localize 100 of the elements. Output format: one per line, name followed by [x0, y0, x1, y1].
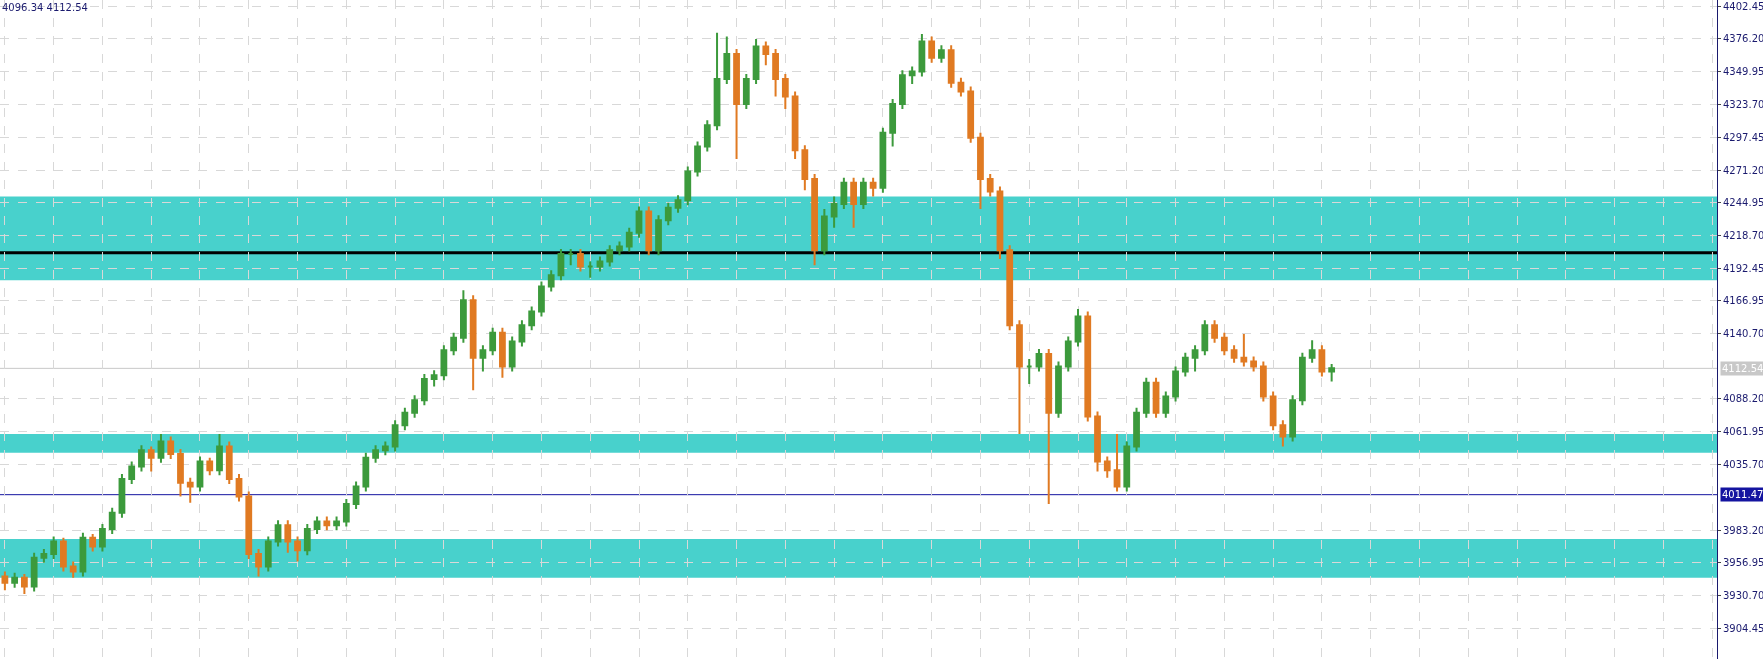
candlestick	[11, 571, 19, 589]
y-tick-label: 4349.95	[1723, 66, 1763, 78]
candlestick	[908, 65, 916, 86]
y-tick-label: 4088.20	[1723, 393, 1763, 405]
candlestick	[928, 35, 936, 64]
candlestick	[1035, 348, 1043, 373]
y-tick-label: 4244.95	[1723, 197, 1763, 209]
candlestick	[820, 208, 828, 257]
candlestick	[869, 176, 877, 198]
candlestick	[742, 73, 750, 111]
candlestick	[596, 255, 604, 273]
candlestick	[118, 473, 126, 519]
y-tick-label: 4376.20	[1723, 33, 1763, 45]
candlestick	[79, 531, 87, 578]
candlestick	[323, 515, 331, 532]
candlestick	[1172, 365, 1179, 403]
candlestick	[440, 344, 448, 382]
candlestick	[177, 448, 184, 498]
candlestick	[752, 38, 760, 86]
candlestick	[294, 535, 301, 563]
candlestick	[40, 548, 48, 564]
candlestick	[1250, 355, 1257, 373]
candlestick	[1084, 310, 1092, 423]
candlestick	[811, 173, 818, 267]
candlestick	[859, 176, 867, 211]
candlestick	[538, 280, 545, 318]
y-tick-label: 3956.95	[1723, 557, 1763, 569]
candlestick	[274, 519, 282, 548]
candlestick	[918, 33, 926, 78]
candlestick	[733, 48, 740, 161]
candlestick	[460, 289, 467, 344]
candlestick	[60, 536, 67, 573]
candlestick	[1133, 406, 1140, 453]
candlestick	[1298, 351, 1306, 407]
candlestick	[450, 331, 458, 357]
candlestick	[645, 205, 653, 257]
annotation: 4096.34 4112.54	[2, 2, 88, 13]
y-tick-label: 3930.70	[1723, 590, 1763, 602]
candlestick	[1328, 363, 1336, 383]
y-tick-label: 4192.45	[1723, 262, 1763, 274]
candlestick	[1220, 331, 1228, 357]
candlestick	[50, 535, 58, 561]
candlestick	[1230, 344, 1238, 364]
candlestick	[850, 176, 858, 229]
candlestick	[255, 548, 262, 578]
candlestick	[225, 440, 233, 486]
candlestick	[489, 326, 497, 357]
candlestick	[791, 90, 799, 161]
candlestick	[1191, 344, 1199, 373]
candlestick	[235, 473, 243, 503]
candlestick	[781, 73, 789, 111]
candlestick	[1269, 390, 1277, 432]
candlestick	[362, 451, 370, 493]
y-tick-label: 3904.45	[1723, 622, 1763, 634]
candlestick	[342, 498, 350, 528]
candlestick	[69, 560, 77, 579]
candlestick	[1152, 376, 1160, 419]
candlestick	[1103, 455, 1111, 479]
candlestick	[957, 76, 965, 98]
candlestick	[1, 570, 9, 592]
candlestick	[372, 444, 379, 464]
y-tick-label: 4323.70	[1723, 98, 1763, 110]
candlestick	[801, 144, 809, 192]
candlestick	[1142, 376, 1150, 419]
y-tick-label: 4061.95	[1723, 426, 1763, 438]
candlestick	[401, 406, 409, 432]
candlestick	[411, 394, 419, 419]
y-tick-label: 4140.70	[1723, 327, 1763, 339]
candlestick	[381, 440, 389, 457]
candlestick	[840, 176, 848, 211]
candlestick	[479, 344, 487, 373]
candlestick	[186, 476, 194, 504]
candlestick	[21, 573, 28, 596]
candlestick	[499, 326, 506, 379]
candlestick	[1123, 440, 1131, 493]
candlestick	[977, 131, 984, 211]
ref-line-label: 4011.47	[1722, 489, 1763, 500]
candlestick	[1074, 308, 1082, 348]
candlestick	[1201, 319, 1209, 357]
candlestick	[1211, 319, 1218, 344]
candlestick	[879, 126, 887, 194]
candlestick	[625, 226, 633, 253]
candlestick	[469, 294, 477, 392]
candlestick	[557, 248, 565, 282]
candlestick	[889, 98, 897, 148]
candlestick	[577, 248, 584, 273]
candlestick	[1016, 319, 1023, 436]
candlestick	[303, 523, 311, 557]
candlestick	[606, 244, 614, 268]
candlestick	[1240, 333, 1248, 368]
y-tick-label: 4402.45	[1723, 0, 1763, 12]
candlestick	[1006, 244, 1014, 332]
candlestick	[196, 455, 204, 493]
candlestick	[996, 185, 1004, 261]
candlestick	[1055, 360, 1062, 419]
candlestick	[664, 201, 672, 227]
candlestick	[967, 85, 975, 144]
candlestick	[284, 519, 292, 554]
candlestick	[430, 369, 438, 388]
candlestick	[655, 214, 662, 257]
